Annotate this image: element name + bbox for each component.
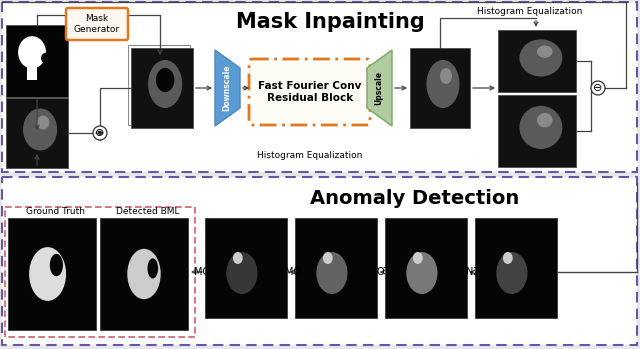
Bar — [6, 98, 68, 168]
Text: MC: MC — [195, 267, 210, 277]
Ellipse shape — [18, 36, 46, 68]
Text: Anomaly Detection: Anomaly Detection — [310, 188, 520, 208]
Ellipse shape — [503, 252, 513, 264]
Text: MO: MO — [285, 267, 301, 277]
Ellipse shape — [537, 113, 552, 127]
Ellipse shape — [148, 60, 182, 108]
Text: Upscale: Upscale — [374, 71, 383, 105]
Ellipse shape — [497, 252, 527, 294]
Text: Detected BML: Detected BML — [116, 208, 180, 216]
Ellipse shape — [520, 39, 563, 76]
Ellipse shape — [23, 109, 57, 150]
Text: Histogram Equalization: Histogram Equalization — [257, 150, 363, 159]
FancyBboxPatch shape — [2, 2, 637, 172]
Bar — [475, 218, 557, 318]
Text: Mask Inpainting: Mask Inpainting — [236, 12, 424, 32]
Bar — [410, 48, 470, 128]
Text: ⊖: ⊖ — [593, 83, 603, 93]
Ellipse shape — [50, 254, 63, 276]
Bar — [27, 65, 37, 80]
FancyBboxPatch shape — [66, 8, 128, 40]
Ellipse shape — [37, 116, 49, 129]
Text: Mask
Generator: Mask Generator — [74, 14, 120, 34]
Circle shape — [591, 81, 605, 95]
Ellipse shape — [537, 45, 552, 58]
Ellipse shape — [233, 252, 243, 264]
Ellipse shape — [406, 252, 438, 294]
Ellipse shape — [156, 68, 174, 92]
Ellipse shape — [29, 247, 66, 301]
Bar — [100, 218, 188, 330]
Text: Ground Truth: Ground Truth — [26, 208, 84, 216]
Ellipse shape — [520, 106, 563, 149]
Circle shape — [93, 126, 107, 140]
Text: Fast Fourier Conv
Residual Block: Fast Fourier Conv Residual Block — [259, 81, 362, 103]
Text: OT: OT — [376, 267, 390, 277]
Bar — [385, 218, 467, 318]
Bar — [6, 25, 68, 97]
Bar — [498, 95, 576, 167]
Ellipse shape — [127, 249, 161, 299]
Text: ⊗: ⊗ — [95, 128, 105, 138]
Bar — [295, 218, 377, 318]
Bar — [131, 48, 193, 128]
FancyBboxPatch shape — [2, 177, 637, 345]
Ellipse shape — [227, 252, 257, 294]
Text: Histogram Equalization: Histogram Equalization — [477, 7, 582, 16]
Ellipse shape — [147, 258, 158, 279]
Bar — [498, 30, 576, 92]
Ellipse shape — [413, 252, 422, 264]
Bar — [128, 45, 190, 125]
Text: NZ: NZ — [466, 267, 480, 277]
Bar — [8, 218, 96, 330]
Polygon shape — [215, 50, 240, 126]
Ellipse shape — [316, 252, 348, 294]
Text: Downscale: Downscale — [223, 65, 232, 111]
Ellipse shape — [426, 60, 460, 108]
Polygon shape — [367, 50, 392, 126]
Ellipse shape — [41, 53, 51, 64]
Ellipse shape — [323, 252, 333, 264]
FancyBboxPatch shape — [249, 59, 370, 125]
Ellipse shape — [440, 68, 452, 84]
Bar — [205, 218, 287, 318]
